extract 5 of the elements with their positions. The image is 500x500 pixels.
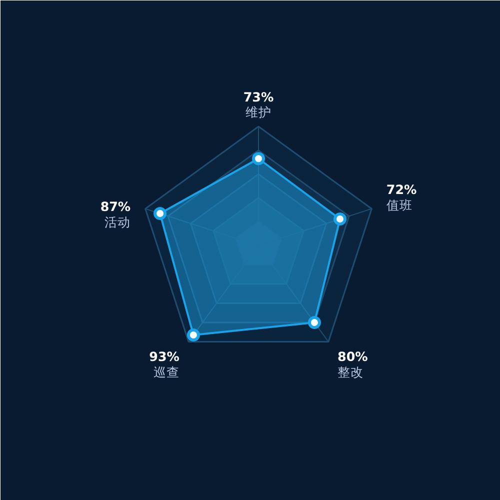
spoke-label: 73% 维护: [243, 89, 274, 120]
spoke-label: 93% 巡查: [149, 349, 180, 380]
spoke-label: 72% 值班: [386, 182, 417, 213]
spoke-label: 87% 活动: [100, 198, 131, 230]
spoke-label: 80% 整改: [338, 349, 368, 380]
